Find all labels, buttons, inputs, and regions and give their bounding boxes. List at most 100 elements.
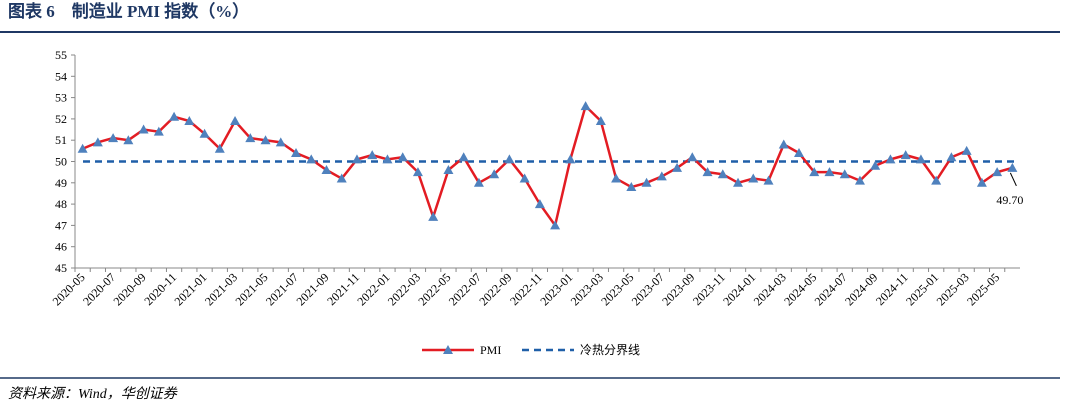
point-marker	[367, 150, 378, 160]
point-marker	[793, 147, 804, 157]
point-marker	[230, 116, 241, 126]
y-tick-label: 45	[55, 261, 67, 275]
y-tick-label: 49	[55, 176, 67, 190]
point-marker	[580, 101, 591, 111]
point-marker	[473, 177, 484, 187]
point-marker	[336, 173, 347, 183]
point-marker	[992, 167, 1003, 177]
point-marker	[702, 167, 713, 177]
point-marker	[306, 154, 317, 164]
x-tick-label: 2024-05	[781, 270, 819, 308]
y-tick-label: 50	[55, 155, 67, 169]
point-marker	[931, 175, 942, 185]
x-tick-label: 2023-01	[537, 270, 575, 308]
y-tick-label: 46	[55, 240, 67, 254]
point-marker	[946, 152, 957, 162]
y-tick-label: 48	[55, 197, 67, 211]
point-marker	[321, 165, 332, 175]
point-marker	[92, 137, 103, 147]
point-marker	[184, 116, 195, 126]
point-marker	[199, 128, 210, 138]
x-tick-label: 2024-09	[842, 270, 880, 308]
y-tick-label: 51	[55, 133, 67, 147]
point-marker	[138, 124, 149, 134]
x-tick-label: 2024-01	[720, 270, 758, 308]
y-tick-label: 54	[55, 69, 67, 83]
x-tick-label: 2024-07	[812, 270, 850, 308]
point-marker	[961, 145, 972, 155]
x-tick-label: 2020-05	[50, 270, 88, 308]
point-marker	[748, 173, 759, 183]
x-tick-label: 2024-03	[751, 270, 789, 308]
point-marker	[550, 220, 561, 230]
point-marker	[519, 173, 530, 183]
legend-label: PMI	[480, 343, 501, 357]
point-marker	[915, 154, 926, 164]
x-tick-label: 2021-01	[171, 270, 209, 308]
point-marker	[626, 182, 637, 192]
x-tick-label: 2022-01	[354, 270, 392, 308]
x-tick-label: 2022-09	[476, 270, 514, 308]
point-marker	[275, 137, 286, 147]
point-marker	[717, 169, 728, 179]
x-tick-label: 2020-09	[111, 270, 149, 308]
x-tick-label: 2021-03	[202, 270, 240, 308]
point-marker	[351, 154, 362, 164]
point-marker	[839, 169, 850, 179]
point-marker	[245, 133, 256, 143]
point-marker	[489, 169, 500, 179]
x-tick-label: 2022-05	[415, 270, 453, 308]
point-marker	[108, 133, 119, 143]
legend-marker	[443, 345, 453, 354]
x-tick-label: 2023-03	[568, 270, 606, 308]
label-leader	[1009, 172, 1017, 187]
point-marker	[824, 167, 835, 177]
point-marker	[885, 154, 896, 164]
x-tick-label: 2022-03	[385, 270, 423, 308]
x-tick-label: 2023-09	[659, 270, 697, 308]
y-tick-label: 52	[55, 112, 67, 126]
x-tick-label: 2023-07	[629, 270, 667, 308]
point-marker	[412, 167, 423, 177]
x-tick-label: 2020-07	[80, 270, 118, 308]
point-marker	[595, 116, 606, 126]
point-marker	[870, 160, 881, 170]
x-tick-label: 2023-05	[598, 270, 636, 308]
y-tick-label: 55	[55, 48, 67, 62]
point-marker	[458, 152, 469, 162]
x-tick-label: 2025-03	[934, 270, 972, 308]
point-marker	[1007, 162, 1018, 172]
x-tick-label: 2024-11	[873, 270, 911, 308]
point-marker	[611, 173, 622, 183]
point-marker	[778, 139, 789, 149]
point-marker	[565, 154, 576, 164]
point-marker	[443, 165, 454, 175]
point-marker	[214, 143, 225, 153]
source: 资料来源：Wind，华创证券	[8, 386, 178, 402]
point-marker	[504, 154, 515, 164]
x-tick-label: 2025-05	[964, 270, 1002, 308]
point-marker	[672, 162, 683, 172]
x-tick-label: 2021-05	[232, 270, 270, 308]
point-marker	[169, 111, 180, 121]
point-marker	[260, 135, 271, 145]
point-marker	[291, 147, 302, 157]
point-marker	[382, 154, 393, 164]
x-tick-label: 2022-11	[507, 270, 545, 308]
point-marker	[809, 167, 820, 177]
point-marker	[763, 175, 774, 185]
point-marker	[153, 126, 164, 136]
point-marker	[428, 211, 439, 221]
y-tick-label: 47	[55, 218, 67, 232]
point-marker	[687, 152, 698, 162]
point-marker	[854, 175, 865, 185]
point-marker	[641, 177, 652, 187]
point-marker	[397, 152, 408, 162]
legend-label: 冷热分界线	[580, 343, 640, 357]
point-marker	[534, 199, 545, 209]
y-tick-label: 53	[55, 91, 67, 105]
data-label: 49.70	[996, 193, 1023, 207]
point-marker	[123, 135, 134, 145]
point-marker	[733, 177, 744, 187]
